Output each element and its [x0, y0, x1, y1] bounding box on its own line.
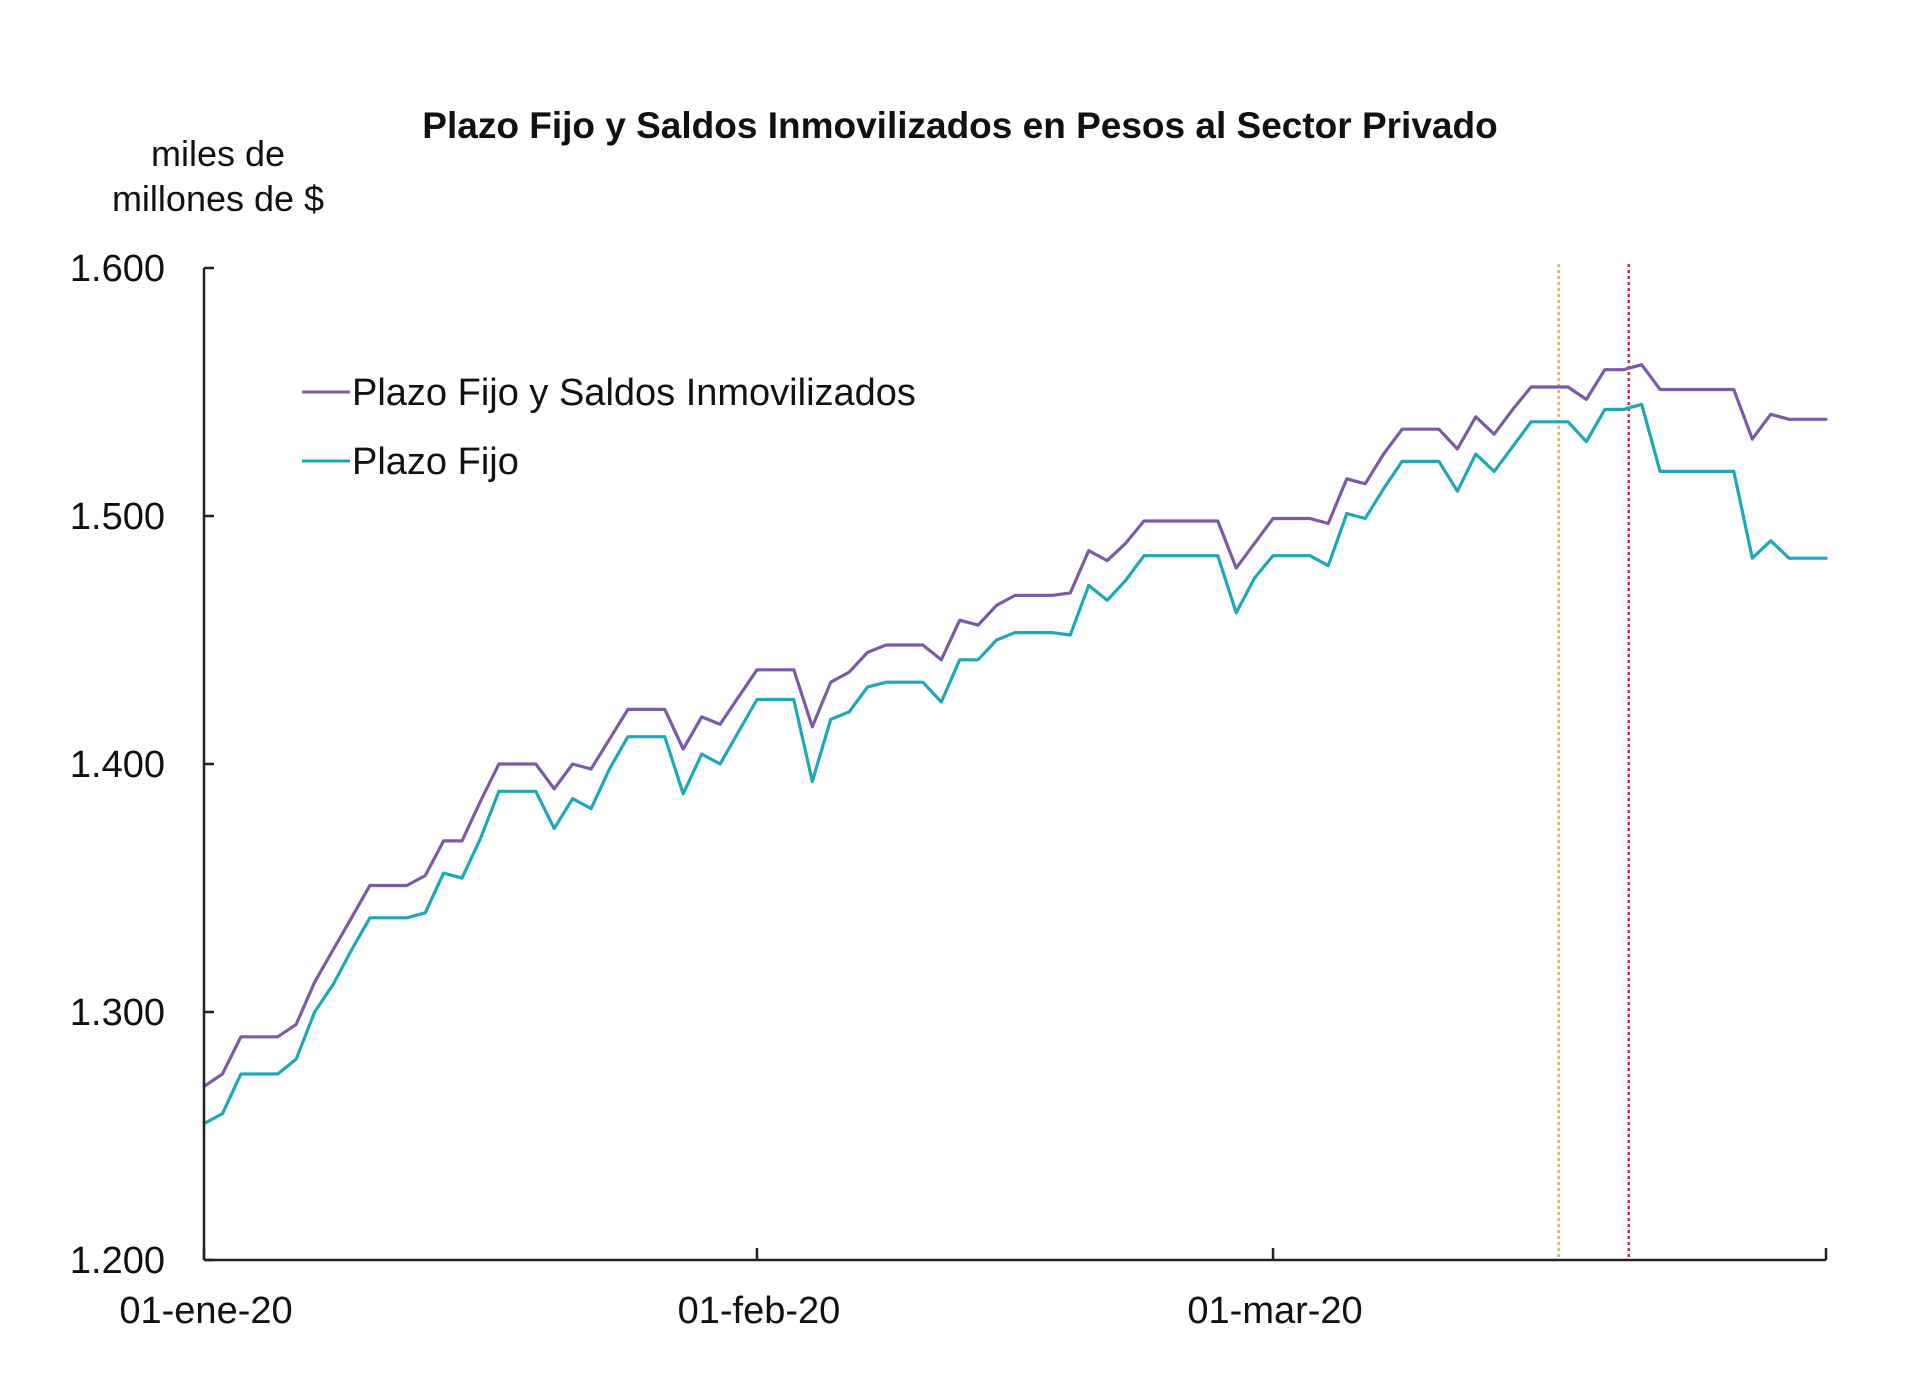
legend-label-plazo-fijo: Plazo Fijo: [352, 441, 519, 483]
x-axis-ticks: 01-ene-20 01-feb-20 01-mar-20: [119, 1248, 1828, 1332]
legend-label-plazo-fijo-y-saldos: Plazo Fijo y Saldos Inmovilizados: [352, 372, 916, 414]
y-axis-ticks: 1.200 1.300 1.400 1.500 1.600: [70, 248, 214, 1282]
x-tick-label: 01-feb-20: [678, 1290, 841, 1332]
y-tick-label: 1.200: [70, 1240, 165, 1282]
series-line-1: [202, 402, 1828, 1126]
y-tick-label: 1.500: [70, 496, 165, 538]
y-tick-label: 1.300: [70, 992, 165, 1034]
y-tick-label: 1.400: [70, 744, 165, 786]
y-axis-label-line-1: miles de: [151, 133, 285, 174]
legend: Plazo Fijo y Saldos Inmovilizados Plazo …: [302, 372, 916, 483]
series-lines: [202, 363, 1828, 1126]
reference-lines: [1557, 264, 1631, 1260]
x-tick-label: 01-mar-20: [1187, 1290, 1362, 1332]
y-axis-label-line-2: millones de $: [112, 178, 324, 219]
y-tick-label: 1.600: [70, 248, 165, 290]
x-tick-label: 01-ene-20: [119, 1290, 292, 1332]
chart-title: Plazo Fijo y Saldos Inmovilizados en Pes…: [422, 105, 1497, 146]
series-line-0: [202, 363, 1828, 1089]
